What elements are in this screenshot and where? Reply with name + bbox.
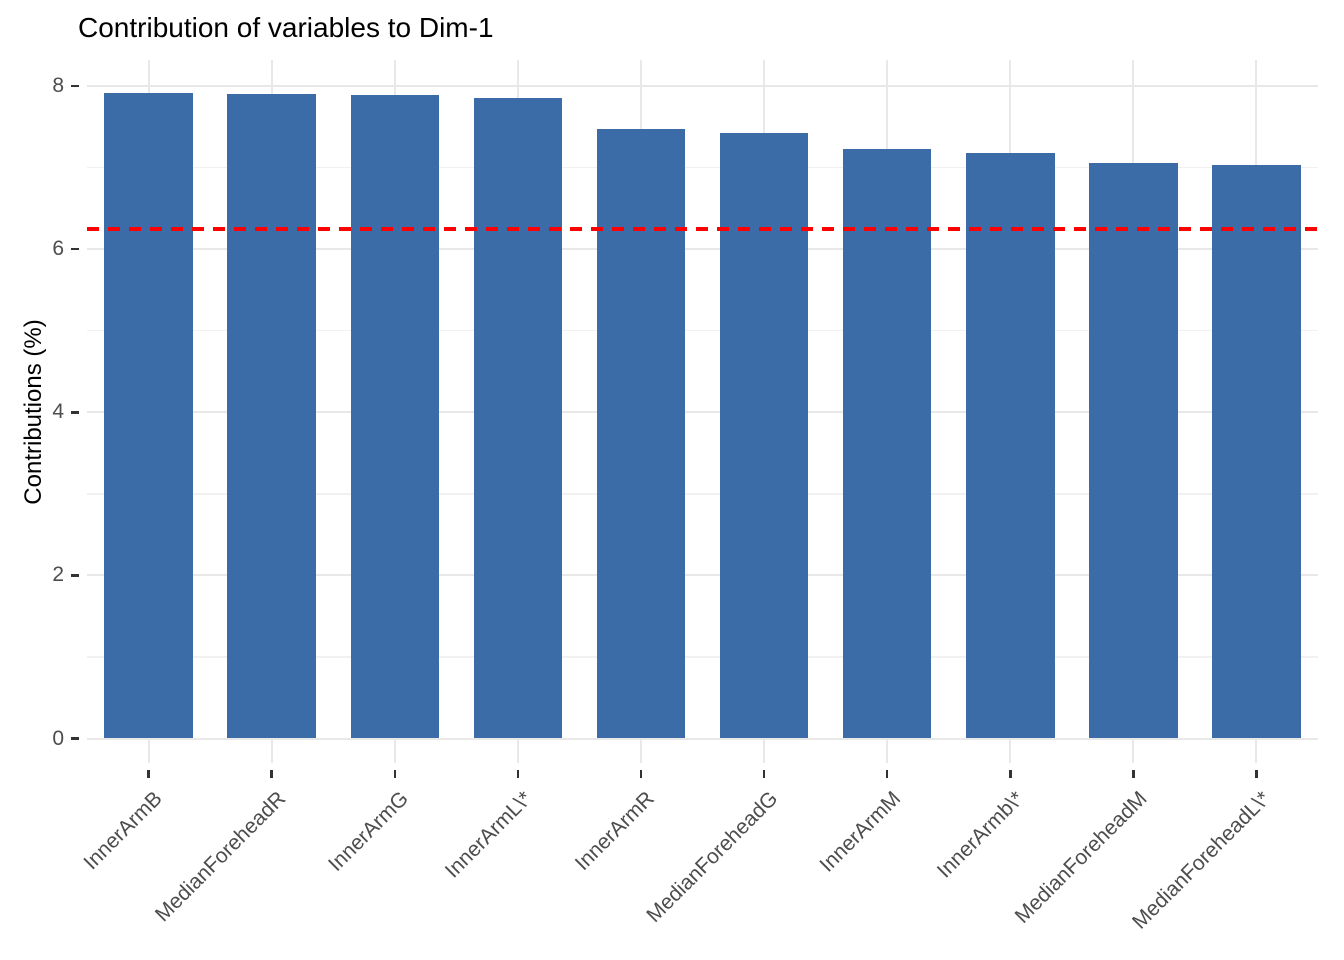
- minor-h-gridline: [87, 656, 1318, 658]
- major-h-gridline: [87, 248, 1318, 251]
- y-axis-tick-label: 2: [52, 563, 64, 587]
- x-axis-tick: [639, 770, 643, 778]
- x-axis-tick: [885, 770, 889, 778]
- bar: [350, 95, 439, 739]
- x-axis-tick: [147, 770, 150, 778]
- x-axis-tick-label: InnerArmL\*: [440, 787, 537, 883]
- x-axis-tick-label: MedianForeheadR: [150, 787, 290, 927]
- x-axis-tick-label: InnerArmb\*: [933, 787, 1029, 883]
- reference-line: [87, 227, 1324, 231]
- x-axis-tick-label: InnerArmG: [324, 787, 414, 876]
- y-axis-tick: [71, 247, 79, 251]
- y-axis-tick: [71, 737, 79, 740]
- x-axis-tick: [1132, 770, 1135, 778]
- minor-h-gridline: [87, 493, 1318, 495]
- y-axis-tick-label: 0: [52, 726, 64, 750]
- x-axis-tick-label: MedianForeheadM: [1010, 787, 1152, 928]
- x-axis-tick-label: InnerArmB: [79, 787, 167, 875]
- y-axis-tick-label: 8: [52, 74, 64, 98]
- bar: [596, 128, 686, 739]
- bar: [227, 94, 316, 739]
- x-axis-tick: [270, 770, 273, 778]
- y-axis-tick-label: 6: [52, 237, 64, 261]
- y-axis-tick: [71, 411, 79, 414]
- x-axis-tick-label: MedianForeheadG: [642, 787, 783, 928]
- bar: [104, 93, 193, 739]
- bar: [1212, 165, 1301, 739]
- bar: [473, 98, 563, 739]
- x-axis-tick: [516, 770, 520, 778]
- chart-title: Contribution of variables to Dim-1: [78, 12, 494, 43]
- x-axis-tick: [762, 770, 766, 778]
- major-h-gridline: [87, 574, 1318, 577]
- bar: [1089, 162, 1178, 739]
- x-axis-tick-label: MedianForeheadL\*: [1128, 787, 1275, 934]
- x-axis-tick: [393, 770, 396, 778]
- bar: [719, 133, 809, 739]
- x-axis-tick: [1009, 770, 1012, 778]
- bar: [966, 152, 1055, 739]
- y-axis-tick-label: 4: [52, 400, 64, 424]
- y-axis-tick: [71, 84, 79, 88]
- minor-h-gridline: [87, 330, 1318, 332]
- x-axis-tick: [1255, 770, 1258, 778]
- major-h-gridline: [87, 85, 1318, 88]
- major-h-gridline: [87, 411, 1318, 414]
- x-axis-tick-label: InnerArmR: [571, 787, 660, 876]
- y-axis-tick: [71, 574, 79, 577]
- x-axis-tick-label: InnerArmM: [815, 787, 906, 877]
- minor-h-gridline: [87, 166, 1318, 169]
- bar: [842, 148, 932, 739]
- major-h-gridline: [87, 737, 1318, 740]
